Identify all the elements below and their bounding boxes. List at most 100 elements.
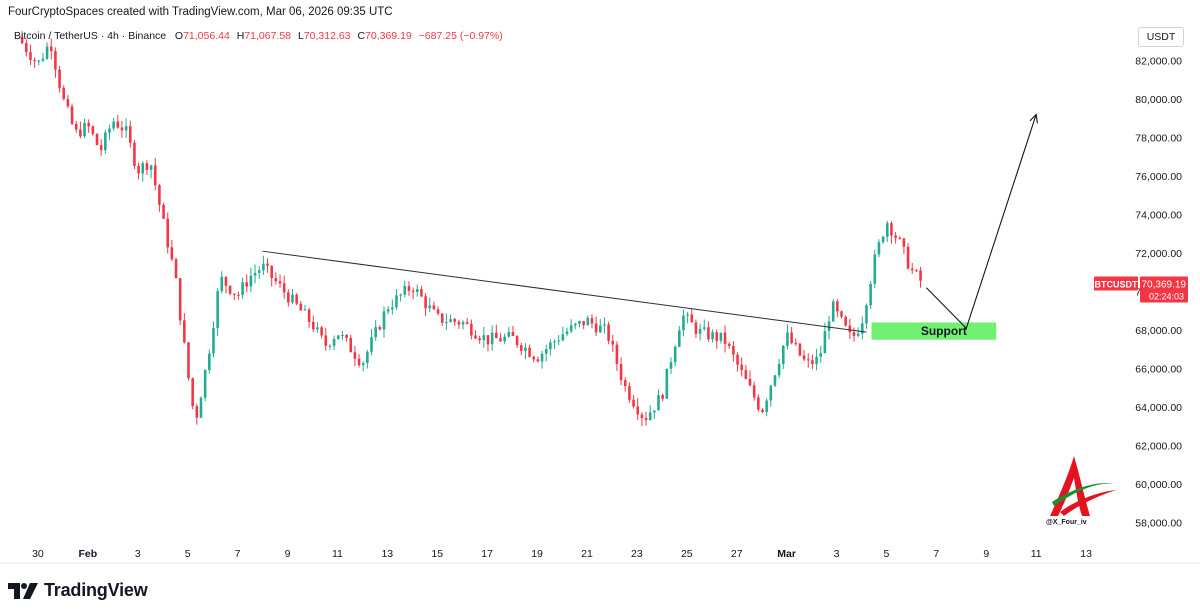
candle-body [598,325,602,333]
symbol-name[interactable]: Bitcoin / TetherUS · 4h · Binance [14,30,167,42]
y-tick-label: 68,000.00 [1135,325,1182,337]
x-tick-label: 5 [884,548,890,560]
x-tick-label: 13 [381,548,393,560]
candle-body [578,321,581,324]
candle-body [748,378,752,386]
candle-body [216,291,219,328]
candle-body [112,121,115,129]
candle-body [391,307,394,310]
candle-body [149,165,153,170]
candle-body [403,285,407,295]
candle-body [881,236,885,243]
candle-body [569,325,573,332]
change-value: −687.25 (−0.97%) [418,30,503,42]
currency-selector[interactable]: USDT [1138,27,1184,47]
candle-body [661,395,664,399]
candle-body [719,332,723,341]
candle-body [341,334,344,336]
candle-body [856,333,860,336]
candle-body [590,317,594,324]
candle-body [844,316,847,326]
candle-body [786,332,789,346]
candle-body [374,327,377,338]
candle-body [769,385,773,401]
candle-body [698,328,702,334]
x-tick-label: 15 [431,548,443,560]
candle-body [137,165,140,174]
candle-body [74,123,78,130]
symbol-info-line: Bitcoin / TetherUS · 4h · Binance O71,05… [14,30,503,42]
y-tick-label: 62,000.00 [1135,441,1182,453]
candle-body [349,337,353,353]
candle-body [104,132,107,151]
candle-body [802,355,806,360]
x-tick-label: 9 [285,548,291,560]
candle-body [727,343,731,346]
candle-body [819,353,823,357]
candle-body [806,359,810,361]
candle-body [79,129,82,137]
x-tick-label: Feb [79,548,98,560]
candle-body [87,122,90,127]
candle-body [420,289,423,297]
candle-body [890,223,893,236]
candle-body [586,317,590,326]
candle-body [411,290,415,293]
candle-body [220,276,224,292]
candle-body [628,386,631,400]
candle-body [623,380,627,387]
symbol-tag-text: BTCUSDT [1095,280,1138,290]
x-tick-label: 25 [681,548,693,560]
candle-body [694,322,698,334]
candle-body [478,338,481,341]
candle-body [465,322,469,324]
candle-body [208,353,211,371]
candle-body [461,322,465,325]
candle-body [519,345,523,351]
candle-body [108,128,111,133]
author-handle: @X_Four_iv [1046,519,1087,526]
candle-body [507,332,511,337]
candle-body [133,142,136,166]
candle-body [682,315,685,331]
candle-body [382,311,386,330]
candle-body [37,60,41,62]
candle-body [336,335,340,340]
candle-body [902,238,906,247]
candle-body [158,185,161,205]
candle-body [353,352,357,359]
candle-body [574,323,577,326]
candle-body [270,265,273,278]
candle-body [594,323,598,333]
candle-body [565,331,569,335]
candle-body [815,356,818,365]
author-logo-icon [1050,456,1116,516]
low-label: L [297,30,304,42]
candle-body [253,272,257,276]
candle-body [153,165,157,186]
tradingview-logo[interactable]: TradingView [8,580,148,601]
x-tick-label: 19 [531,548,543,560]
candle-body [869,283,872,306]
candle-body [291,294,294,303]
x-tick-label: 27 [731,548,743,560]
candle-body [557,340,560,342]
candle-body [549,342,552,350]
candle-body [540,353,544,362]
candle-body [790,332,793,344]
candle-body [282,283,286,293]
candle-body [428,305,432,309]
candle-body [257,270,261,273]
candle-body [128,126,132,143]
candle-body [303,309,307,311]
candle-body [482,335,486,341]
x-tick-label: 13 [1080,548,1092,560]
candle-body [686,314,689,316]
candle-body [395,295,398,308]
candle-body [41,58,45,61]
last-price-value: 70,369.19 [1142,280,1187,291]
support-label: Support [921,324,967,338]
candle-body [915,270,918,272]
